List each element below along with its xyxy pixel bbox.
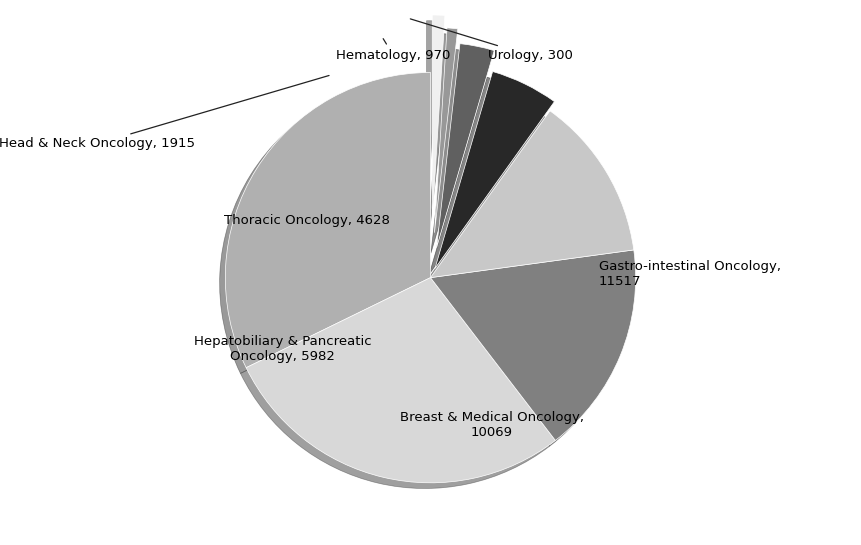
Text: Head & Neck Oncology, 1915: Head & Neck Oncology, 1915	[0, 76, 329, 150]
Wedge shape	[435, 71, 554, 268]
Text: Hepatobiliary & Pancreatic
Oncology, 5982: Hepatobiliary & Pancreatic Oncology, 598…	[194, 335, 372, 364]
Wedge shape	[246, 277, 555, 483]
Wedge shape	[226, 72, 430, 368]
Wedge shape	[430, 111, 634, 277]
Text: Breast & Medical Oncology,
10069: Breast & Medical Oncology, 10069	[400, 411, 584, 439]
Wedge shape	[430, 250, 635, 440]
Wedge shape	[432, 15, 445, 220]
Text: Thoracic Oncology, 4628: Thoracic Oncology, 4628	[225, 214, 390, 227]
Wedge shape	[437, 44, 494, 247]
Wedge shape	[435, 28, 458, 233]
Text: Urology, 300: Urology, 300	[411, 19, 573, 62]
Text: Others, 349: Others, 349	[0, 544, 1, 545]
Text: Gastro-intestinal Oncology,
11517: Gastro-intestinal Oncology, 11517	[598, 259, 781, 288]
Text: Hematology, 970: Hematology, 970	[337, 39, 451, 62]
